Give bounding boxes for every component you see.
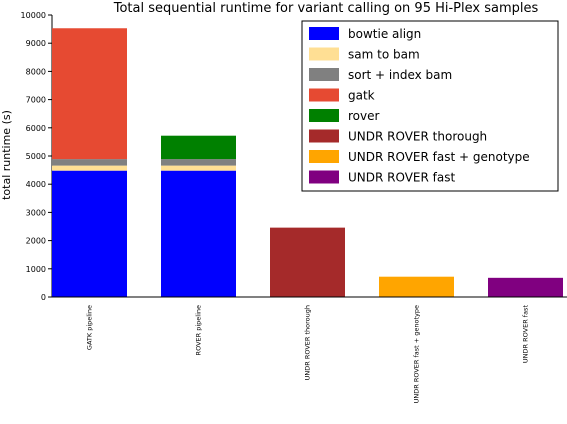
bar-segment bbox=[161, 135, 236, 160]
y-axis-label: total runtime (s) bbox=[0, 110, 13, 200]
legend-swatch bbox=[309, 47, 339, 61]
bar-segment bbox=[52, 165, 127, 171]
y-tick-label: 9000 bbox=[26, 39, 46, 48]
legend-box bbox=[301, 20, 559, 192]
x-tick-label: ROVER pipeline bbox=[195, 305, 203, 355]
y-tick-label: 4000 bbox=[26, 180, 46, 189]
bar-segment bbox=[488, 277, 563, 297]
legend-swatch bbox=[309, 27, 339, 40]
x-tick-label: GATK pipeline bbox=[86, 305, 94, 350]
y-tick-label: 5000 bbox=[26, 152, 46, 161]
legend-swatch bbox=[309, 129, 339, 143]
legend-entry: gatk bbox=[348, 89, 375, 103]
legend-entry: bowtie align bbox=[348, 27, 421, 41]
x-tick-label: UNDR ROVER fast bbox=[522, 305, 530, 364]
legend: bowtie align sam to bam sort + index bam ga… bbox=[301, 20, 559, 192]
bar-segment bbox=[161, 170, 236, 297]
legend-swatch bbox=[309, 170, 339, 184]
x-tick-label: UNDR ROVER fast + genotype bbox=[413, 305, 421, 403]
legend-entry: sort + index bam bbox=[348, 68, 452, 82]
y-tick-label: 8000 bbox=[26, 67, 46, 76]
legend-entry: sam to bam bbox=[348, 48, 420, 62]
legend-swatch bbox=[309, 68, 339, 81]
bar-segment bbox=[161, 159, 236, 166]
legend-swatch bbox=[309, 109, 339, 122]
x-axis: GATK pipeline ROVER pipeline UNDR ROVER th… bbox=[52, 296, 567, 403]
chart-title: Total sequential runtime for variant cal… bbox=[113, 1, 539, 16]
bar-segment bbox=[52, 170, 127, 297]
bar-segment bbox=[52, 28, 127, 160]
y-tick-label: 1000 bbox=[26, 265, 46, 274]
legend-entry: UNDR ROVER fast bbox=[348, 171, 455, 185]
bars bbox=[52, 28, 563, 297]
legend-entry: UNDR ROVER fast + genotype bbox=[348, 150, 530, 164]
legend-swatch bbox=[309, 150, 339, 163]
y-tick-label: 2000 bbox=[26, 237, 46, 246]
bar-segment bbox=[270, 227, 345, 297]
legend-entry: UNDR ROVER thorough bbox=[348, 130, 487, 144]
y-tick-label: 10000 bbox=[21, 11, 46, 20]
bar-segment bbox=[52, 159, 127, 166]
y-tick-label: 3000 bbox=[26, 208, 46, 217]
bar-segment bbox=[161, 165, 236, 171]
y-tick-label: 7000 bbox=[26, 96, 46, 105]
bar-segment bbox=[379, 276, 454, 297]
y-tick-label: 6000 bbox=[26, 124, 46, 133]
legend-entry: rover bbox=[348, 109, 379, 123]
x-tick-label: UNDR ROVER thorough bbox=[304, 305, 312, 380]
y-axis: 0 1000 2000 3000 4000 5000 6000 7000 8000 9000 100… bbox=[21, 11, 53, 302]
y-tick-label: 0 bbox=[41, 293, 46, 302]
legend-swatch bbox=[309, 88, 339, 102]
